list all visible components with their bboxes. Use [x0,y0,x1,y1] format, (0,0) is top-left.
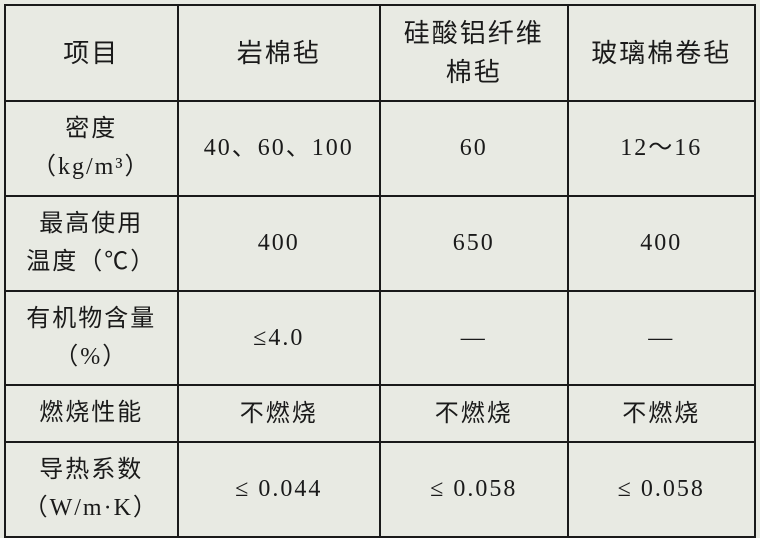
header-item: 项目 [5,5,178,101]
table-row: 导热系数（W/m·K） ≤ 0.044 ≤ 0.058 ≤ 0.058 [5,442,755,537]
row-label-organic-content: 有机物含量（%） [5,291,178,386]
cell-value: — [380,291,568,386]
materials-properties-table: 项目 岩棉毡 硅酸铝纤维棉毡 玻璃棉卷毡 密度（kg/m³） 40、60、100… [4,4,756,538]
cell-value: 400 [178,196,381,291]
cell-value: 60 [380,101,568,196]
cell-value: 不燃烧 [380,385,568,441]
cell-value: ≤ 0.058 [380,442,568,537]
table-row: 燃烧性能 不燃烧 不燃烧 不燃烧 [5,385,755,441]
table-row: 有机物含量（%） ≤4.0 — — [5,291,755,386]
cell-value: ≤ 0.044 [178,442,381,537]
table-header-row: 项目 岩棉毡 硅酸铝纤维棉毡 玻璃棉卷毡 [5,5,755,101]
cell-value: 400 [568,196,756,291]
cell-value: 650 [380,196,568,291]
row-label-thermal-conductivity: 导热系数（W/m·K） [5,442,178,537]
table-row: 最高使用温度（℃） 400 650 400 [5,196,755,291]
row-label-density: 密度（kg/m³） [5,101,178,196]
cell-value: 12～16 [568,101,756,196]
header-aluminum-silicate: 硅酸铝纤维棉毡 [380,5,568,101]
table-row: 密度（kg/m³） 40、60、100 60 12～16 [5,101,755,196]
cell-value: 不燃烧 [178,385,381,441]
cell-value: 不燃烧 [568,385,756,441]
header-rock-wool: 岩棉毡 [178,5,381,101]
row-label-max-temp: 最高使用温度（℃） [5,196,178,291]
row-label-combustion: 燃烧性能 [5,385,178,441]
cell-value: — [568,291,756,386]
header-glass-wool: 玻璃棉卷毡 [568,5,756,101]
cell-value: ≤4.0 [178,291,381,386]
cell-value: 40、60、100 [178,101,381,196]
cell-value: ≤ 0.058 [568,442,756,537]
